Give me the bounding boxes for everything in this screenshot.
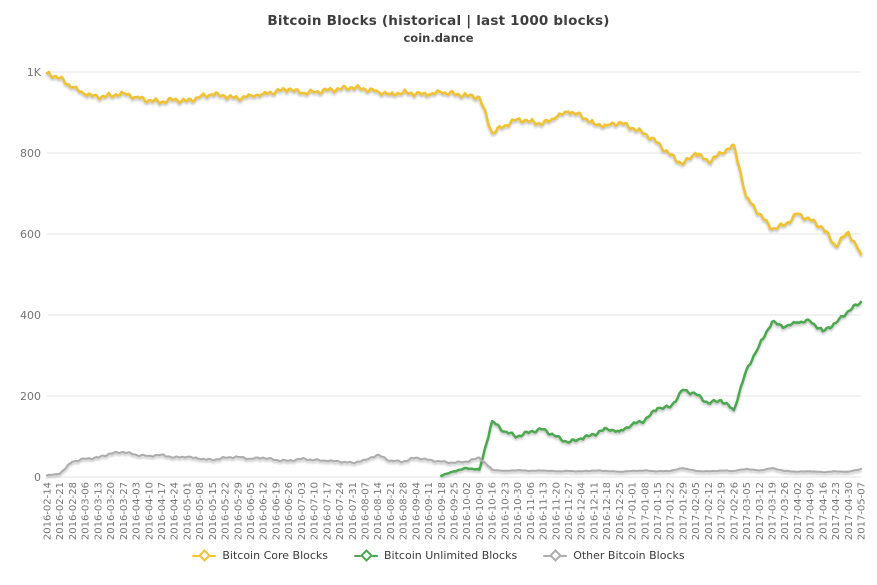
x-tick-label: 2016-02-14 (43, 482, 54, 540)
x-tick-label: 2016-09-18 (437, 482, 448, 540)
y-tick-label: 200 (20, 390, 41, 403)
x-tick-label: 2017-04-16 (818, 482, 829, 540)
x-tick-label: 2016-03-27 (119, 482, 130, 540)
x-tick-label: 2016-04-17 (157, 482, 168, 540)
x-tick-label: 2016-05-29 (233, 482, 244, 540)
legend-marker-icon (192, 549, 217, 562)
x-tick-label: 2016-12-18 (602, 482, 613, 540)
x-tick-label: 2016-09-11 (424, 482, 435, 540)
series-line-bitcoin-core-blocks (45, 70, 863, 256)
x-tick-label: 2016-10-16 (488, 482, 499, 540)
x-tick-label: 2017-01-22 (666, 482, 677, 540)
x-tick-label: 2016-06-05 (246, 482, 257, 540)
x-tick-label: 2016-07-03 (297, 482, 308, 540)
x-tick-label: 2016-10-30 (513, 482, 524, 540)
x-tick-label: 2016-04-24 (170, 482, 181, 540)
legend-item-bitcoin-core-blocks[interactable]: Bitcoin Core Blocks (192, 549, 328, 562)
x-tick-label: 2017-01-29 (678, 482, 689, 540)
x-tick-label: 2016-11-27 (564, 482, 575, 540)
y-tick-label: 800 (20, 147, 41, 160)
legend-label: Bitcoin Unlimited Blocks (384, 549, 518, 562)
x-tick-label: 2016-02-28 (68, 482, 79, 540)
x-tick-label: 2017-03-26 (780, 482, 791, 540)
x-tick-label: 2016-11-06 (526, 482, 537, 540)
legend-label: Bitcoin Core Blocks (222, 549, 329, 562)
x-tick-label: 2016-08-07 (360, 482, 371, 540)
y-tick-label: 0 (34, 471, 41, 484)
x-tick-label: 2016-07-17 (322, 482, 333, 540)
x-tick-label: 2016-05-22 (221, 482, 232, 540)
x-tick-label: 2016-02-21 (55, 482, 66, 540)
x-tick-label: 2016-11-20 (551, 482, 562, 540)
x-tick-label: 2016-11-13 (539, 482, 550, 540)
x-tick-label: 2017-02-12 (704, 482, 715, 540)
x-tick-label: 2017-01-08 (640, 482, 651, 540)
x-tick-label: 2016-10-23 (500, 482, 511, 540)
x-tick-label: 2016-10-09 (475, 482, 486, 540)
y-tick-label: 600 (20, 228, 41, 241)
x-tick-label: 2016-05-01 (182, 482, 193, 540)
x-tick-label: 2016-07-31 (348, 482, 359, 540)
y-tick-label: 1K (27, 66, 42, 79)
x-tick-label: 2017-01-15 (653, 482, 664, 540)
x-tick-label: 2017-04-02 (793, 482, 804, 540)
legend-marker-icon (543, 549, 568, 562)
x-tick-label: 2016-12-11 (589, 482, 600, 540)
x-tick-label: 2016-04-10 (144, 482, 155, 540)
x-tick-label: 2016-09-04 (411, 482, 422, 540)
x-tick-label: 2016-05-15 (208, 482, 219, 540)
x-tick-label: 2017-02-26 (729, 482, 740, 540)
chart-title: Bitcoin Blocks (historical | last 1000 b… (267, 13, 610, 29)
x-tick-label: 2017-02-19 (717, 482, 728, 540)
legend-item-bitcoin-unlimited-blocks[interactable]: Bitcoin Unlimited Blocks (354, 549, 517, 562)
x-tick-label: 2016-12-25 (615, 482, 626, 540)
x-tick-label: 2017-03-05 (742, 482, 753, 540)
x-tick-label: 2017-03-19 (767, 482, 778, 540)
x-tick-label: 2016-10-02 (462, 482, 473, 540)
legend-marker-icon (354, 549, 379, 562)
x-tick-label: 2016-12-04 (577, 482, 588, 540)
x-tick-label: 2017-01-01 (628, 482, 639, 540)
legend: Bitcoin Core Blocks Bitcoin Unlimited Blo… (0, 549, 877, 562)
x-tick-label: 2016-06-12 (259, 482, 270, 540)
x-tick-label: 2016-09-25 (450, 482, 461, 540)
x-tick-label: 2016-03-13 (93, 482, 104, 540)
x-tick-label: 2017-05-07 (857, 482, 868, 540)
x-tick-label: 2017-04-30 (844, 482, 855, 540)
x-tick-label: 2016-07-10 (310, 482, 321, 540)
legend-item-other-bitcoin-blocks[interactable]: Other Bitcoin Blocks (543, 549, 685, 562)
x-tick-label: 2017-02-05 (691, 482, 702, 540)
x-tick-label: 2016-08-14 (373, 482, 384, 540)
legend-label: Other Bitcoin Blocks (573, 549, 685, 562)
x-tick-label: 2016-03-06 (81, 482, 92, 540)
x-tick-label: 2016-07-24 (335, 482, 346, 540)
x-tick-label: 2016-08-21 (386, 482, 397, 540)
series-line-bitcoin-unlimited-blocks (440, 300, 863, 478)
series-line-other-bitcoin-blocks (46, 450, 862, 477)
x-tick-label: 2017-04-23 (831, 482, 842, 540)
x-tick-label: 2017-04-09 (806, 482, 817, 540)
x-tick-label: 2016-05-08 (195, 482, 206, 540)
x-tick-label: 2017-03-12 (755, 482, 766, 540)
y-tick-label: 400 (20, 309, 41, 322)
x-tick-label: 2016-03-20 (106, 482, 117, 540)
x-tick-label: 2016-08-28 (399, 482, 410, 540)
x-tick-label: 2016-06-26 (284, 482, 295, 540)
x-tick-label: 2016-04-03 (132, 482, 143, 540)
x-tick-label: 2016-06-19 (271, 482, 282, 540)
chart-subtitle: coin.dance (403, 31, 474, 45)
